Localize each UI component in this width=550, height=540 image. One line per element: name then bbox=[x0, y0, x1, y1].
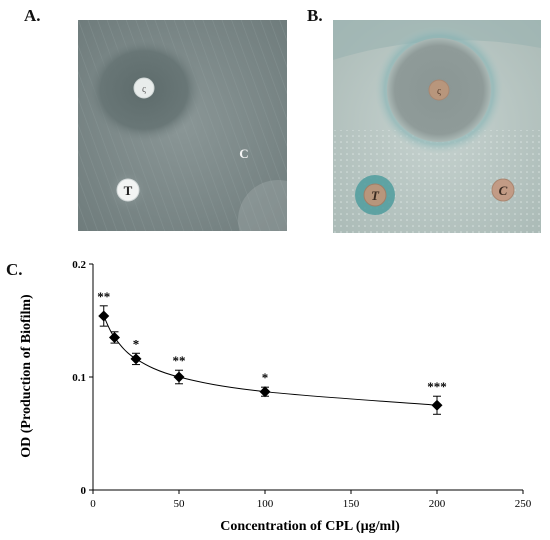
series-line bbox=[103, 315, 438, 406]
chart-axes bbox=[92, 264, 523, 491]
significance-label: ** bbox=[97, 289, 110, 304]
plate-a-marker-t: T bbox=[124, 183, 133, 198]
plate-a-disk-t bbox=[116, 178, 140, 202]
data-point bbox=[130, 353, 142, 365]
plate-a-marker-c: C bbox=[239, 146, 248, 161]
significance-label: * bbox=[262, 370, 269, 385]
x-tick-label: 50 bbox=[174, 498, 186, 510]
plate-photo-a: ς T C bbox=[78, 20, 287, 231]
significance-label: *** bbox=[427, 379, 447, 394]
y-tick-label: 0.2 bbox=[72, 259, 86, 271]
panel-a-label: A. bbox=[24, 6, 41, 25]
x-tick-label: 150 bbox=[343, 498, 360, 510]
data-point bbox=[109, 331, 120, 343]
plate-b-disk-t bbox=[363, 183, 387, 207]
plate-b-marker-t: T bbox=[371, 188, 380, 203]
plate-b-image: ς T C bbox=[333, 20, 541, 233]
data-point bbox=[431, 399, 443, 411]
x-tick-label: 200 bbox=[429, 498, 446, 510]
x-tick-label: 100 bbox=[257, 498, 274, 510]
plate-a-disk-mark: ς bbox=[142, 84, 146, 95]
biofilm-chart: 00.10.2 0 50 100 150 200 250 ********* Concen… bbox=[19, 259, 532, 534]
y-tick-label: 0.1 bbox=[72, 372, 86, 384]
panel-c-label: C. bbox=[6, 260, 23, 279]
plate-photo-b: ς T C bbox=[333, 20, 541, 233]
plate-b-disk-c bbox=[491, 178, 515, 202]
plate-b-disk-mark: ς bbox=[437, 86, 441, 97]
plate-b-marker-c: C bbox=[499, 183, 508, 198]
x-tick-label: 0 bbox=[90, 498, 96, 510]
series-layer: ********* bbox=[97, 289, 447, 415]
y-ticks: 0 0.1 0.2 bbox=[72, 259, 93, 497]
x-ticks: 0 50 100 150 200 250 bbox=[90, 490, 532, 510]
panel-b-label: B. bbox=[307, 6, 323, 25]
y-axis-label: OD (Production of Biofilm) bbox=[19, 294, 34, 458]
significance-label: * bbox=[133, 336, 140, 351]
x-axis-label: Concentration of CPL (µg/ml) bbox=[220, 519, 400, 534]
plate-a-image: ς T C bbox=[78, 20, 287, 231]
plate-a-disk bbox=[133, 77, 155, 99]
y-tick-label: 0 bbox=[81, 485, 87, 497]
plate-b-disk bbox=[428, 79, 450, 101]
x-tick-label: 250 bbox=[515, 498, 532, 510]
data-point bbox=[173, 371, 185, 383]
data-point bbox=[259, 386, 271, 398]
significance-label: ** bbox=[173, 353, 186, 368]
data-point bbox=[98, 310, 110, 322]
